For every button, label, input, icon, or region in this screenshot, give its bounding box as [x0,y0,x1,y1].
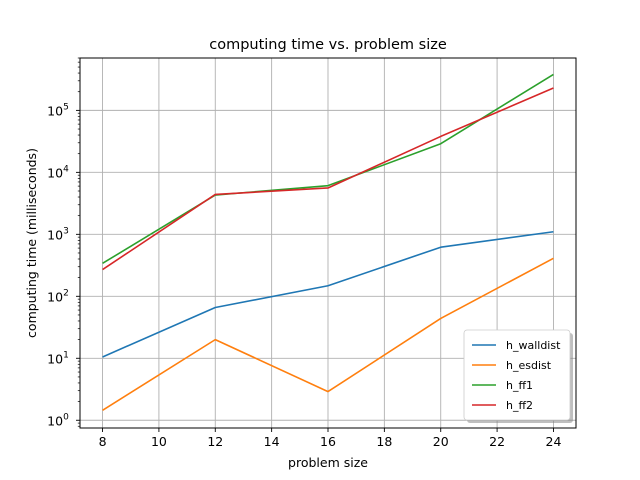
legend: h_walldist h_esdist h_ff1 h_ff2 [463,329,573,423]
x-axis-label: problem size [288,455,368,470]
series-line-h_walldist [102,230,554,358]
y-axis-label: computing time (milliseconds) [24,148,39,338]
legend-label: h_ff1 [506,379,533,392]
x-tick-label: 24 [546,434,562,449]
legend-label: h_esdist [506,359,552,372]
series-lines [102,73,554,411]
legend-label: h_ff2 [506,399,533,412]
x-tick-label: 8 [99,434,107,449]
x-tick-label: 12 [207,434,223,449]
chart-title: computing time vs. problem size [209,37,447,53]
x-tick-label: 14 [264,434,280,449]
legend-label: h_walldist [506,339,561,352]
x-tick-label: 10 [151,434,167,449]
x-axis: 8 10 12 14 16 18 20 22 24 [99,428,562,449]
x-tick-label: 16 [320,434,336,449]
x-tick-label: 22 [489,434,505,449]
x-tick-label: 20 [433,434,449,449]
legend-box [463,329,571,421]
x-tick-label: 18 [376,434,392,449]
series-line-h_esdist [102,257,554,411]
series-line-h_ff2 [102,87,554,271]
